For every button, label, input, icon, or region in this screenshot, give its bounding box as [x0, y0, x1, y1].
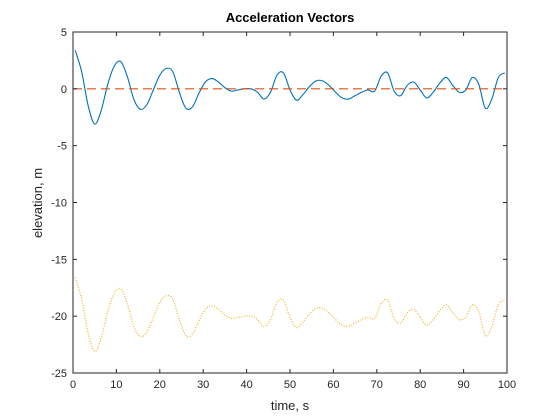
x-tick-label: 50	[284, 379, 296, 391]
x-tick-label: 90	[457, 379, 469, 391]
y-tick-label: -5	[57, 141, 67, 153]
y-tick-label: -25	[51, 368, 67, 380]
y-tick-label: -10	[51, 198, 67, 210]
y-tick-label: 0	[61, 84, 67, 96]
x-tick-label: 70	[371, 379, 383, 391]
x-tick-label: 30	[197, 379, 209, 391]
y-axis-label: elevation, m	[30, 168, 45, 238]
series-layer	[73, 50, 507, 352]
x-tick-label: 10	[110, 379, 122, 391]
series-line-3-dotted	[74, 277, 506, 352]
x-axis-label: time, s	[271, 398, 310, 413]
chart-title: Acceleration Vectors	[226, 10, 355, 25]
x-tick-label: 20	[154, 379, 166, 391]
x-tick-label: 60	[327, 379, 339, 391]
series-line-1-solid	[74, 50, 506, 125]
x-tick-label: 40	[240, 379, 252, 391]
x-tick-label: 80	[414, 379, 426, 391]
plot-area	[72, 31, 508, 374]
x-tick-label: 100	[498, 379, 516, 391]
y-tick-label: -20	[51, 311, 67, 323]
y-tick-label: 5	[61, 27, 67, 39]
x-tick-label: 0	[70, 379, 76, 391]
y-tick-label: -15	[51, 254, 67, 266]
